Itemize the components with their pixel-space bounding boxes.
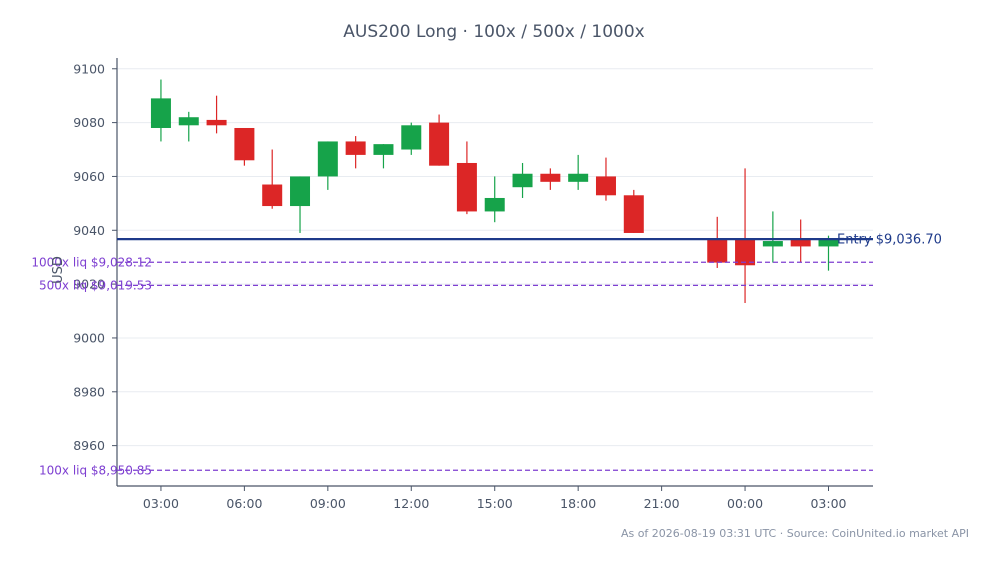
x-tick-label: 18:00 [560,496,596,511]
candle-body [290,176,311,207]
candle-down [429,114,450,166]
candle-down [206,95,227,134]
liquidation-label: 500x liq $9,019.53 [39,278,152,292]
x-tick-label: 21:00 [644,496,680,511]
x-tick-label: 03:00 [810,496,846,511]
candle-down [345,136,366,169]
candle-down [595,157,616,201]
candle-body [150,98,171,128]
candle-down [623,189,644,233]
chart-title: AUS200 Long · 100x / 500x / 1000x [343,22,644,42]
candle-up [818,235,839,271]
candle-up [401,122,422,155]
candle-up [290,176,311,233]
y-tick-label: 9100 [73,61,105,76]
candle-down [456,141,477,215]
y-tick-label: 9080 [73,115,105,130]
candle-body [484,197,505,212]
candle-down [540,168,561,190]
candle-body [345,141,366,155]
candle-body [790,238,811,247]
candle-body [818,238,839,247]
candle-down [262,149,283,209]
candle-body [540,173,561,182]
axes-layer: 9100 9080 9060 9040 9020 9000 8980 8960 03:00 06:… [73,58,873,511]
y-tick-label: 8960 [73,438,105,453]
candle-up [150,79,171,142]
candle-body [262,184,283,207]
candle-body [735,238,756,266]
candle-body [623,195,644,233]
candle-body [568,173,589,182]
candle-up [762,211,783,263]
candle-body [595,176,616,196]
candle-up [317,141,338,190]
y-axis-label: USD [51,256,66,284]
reference-lines-layer: 1000x liq $9,028.12 500x liq $9,019.53 100… [31,233,942,478]
x-tick-label: 00:00 [727,496,763,511]
candle-up [373,144,394,169]
candle-body [373,144,394,155]
candle-body [317,141,338,177]
candle-body [206,119,227,126]
candle-body [707,238,728,263]
candle-up [568,154,589,190]
candle-up [178,111,199,142]
x-tick-label: 03:00 [143,496,179,511]
source-footer: As of 2026-08-19 03:31 UTC · Source: Coi… [621,527,969,540]
candle-body [429,122,450,166]
grid-layer [117,68,873,447]
x-tick-label: 09:00 [310,496,346,511]
entry-label: Entry $9,036.70 [837,233,942,248]
y-tick-label: 9000 [73,330,105,345]
candle-body [762,241,783,247]
candles-layer [150,79,839,303]
candle-down [790,219,811,263]
candle-down [707,216,728,268]
candle-body [234,127,255,161]
candle-up [484,176,505,223]
candle-up [512,162,533,198]
liquidation-label: 1000x liq $9,028.12 [31,255,152,269]
candle-down [234,127,255,166]
y-tick-label: 9060 [73,169,105,184]
candle-body [401,125,422,150]
x-tick-label: 12:00 [393,496,429,511]
y-tick-label: 9040 [73,223,105,238]
candle-body [512,173,533,188]
y-tick-label: 9020 [73,277,105,292]
liquidation-label: 100x liq $8,950.85 [39,463,152,477]
candle-body [178,117,199,126]
candle-body [456,162,477,212]
candle-down [735,168,756,303]
x-tick-label: 06:00 [226,496,262,511]
y-tick-label: 8980 [73,384,105,399]
x-tick-label: 15:00 [477,496,513,511]
